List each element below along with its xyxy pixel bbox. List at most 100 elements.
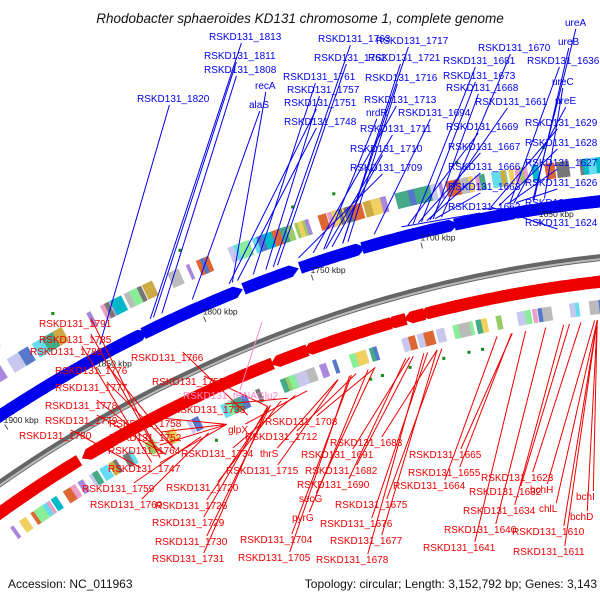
cog-stripe-outer xyxy=(544,162,557,180)
forward-leader-line xyxy=(407,132,479,226)
forward-gene-label: RSKD131_1673 xyxy=(443,71,516,82)
kbp-tick-label: 1800 kbp xyxy=(203,307,238,317)
reverse-gene-label: RSKD131_1683 xyxy=(330,438,403,449)
cog-stripe-outer xyxy=(52,326,70,346)
forward-leader-line xyxy=(331,154,383,248)
forward-leader-line xyxy=(373,118,431,235)
cog-stripe-inner xyxy=(354,349,370,367)
reverse-leader-line xyxy=(514,324,565,506)
rna-marker xyxy=(467,350,471,354)
forward-gene-label: RSKD131_1668 xyxy=(446,83,519,94)
forward-leader-line xyxy=(421,81,476,223)
forward-leader-line xyxy=(298,173,383,259)
reverse-gene-label: RSKD131_1715 xyxy=(226,466,299,477)
rna-marker xyxy=(332,192,336,196)
cog-stripe-inner xyxy=(480,318,490,333)
reverse-leader-line xyxy=(277,379,339,466)
cog-stripe-outer xyxy=(285,224,297,242)
kbp-tick-mark xyxy=(97,368,102,374)
reverse-gene-label: bchD xyxy=(570,512,593,523)
reverse-leader-line xyxy=(159,424,227,464)
reverse-leader-line xyxy=(96,414,167,455)
forward-gene-label: RSKD131_1721 xyxy=(368,53,441,64)
reverse-leader-line xyxy=(367,353,425,555)
reverse-gene-label: RSKD131_1785 xyxy=(39,335,112,346)
cog-stripe-outer xyxy=(304,218,313,236)
kbp-ticks: 1900 kbp 1850 kbp 1800 kbp 1750 kbp 1700 kbp… xyxy=(4,209,574,430)
reverse-gene-label: RSKD131_1779 xyxy=(45,416,118,427)
reverse-gene-label: RSKD131_1677 xyxy=(330,536,403,547)
reverse-leader-line xyxy=(296,373,357,432)
forward-leader-line xyxy=(237,127,317,281)
forward-leader-line xyxy=(323,118,378,250)
cog-stripe-outer xyxy=(0,364,8,383)
forward-leader-line xyxy=(231,91,267,283)
forward-gene-label: RSKD131_1811 xyxy=(204,51,276,62)
forward-gene-label: RSKD131_1663 xyxy=(448,182,521,193)
forward-gene-label: RSKD131_1636 xyxy=(527,56,600,67)
forward-gene-label: ureE xyxy=(555,96,576,107)
reverse-gene xyxy=(250,357,275,375)
cog-stripe-outer xyxy=(167,268,185,289)
cog-stripe-outer xyxy=(296,220,307,238)
reverse-gene-label: RSKD131_1791 xyxy=(39,319,112,330)
forward-gene-label: RSKD131_1711 xyxy=(360,124,432,135)
cog-stripe-outer xyxy=(279,226,291,244)
forward-gene-label: RSKD131_1628 xyxy=(525,138,598,149)
forward-gene xyxy=(219,286,243,304)
cog-stripe-outer xyxy=(41,331,62,353)
reverse-gene-label: RSKD131_1753 xyxy=(152,377,225,388)
reverse-gene-label: RSKD131_1720 xyxy=(166,483,239,494)
forward-leader-line xyxy=(533,47,570,200)
cog-stripe-outer xyxy=(467,176,476,193)
rna-marker xyxy=(291,205,295,209)
kbp-tick-label: 1750 kbp xyxy=(311,265,346,275)
forward-gene-label: RSKD131_1694 xyxy=(398,108,471,119)
cog-stripe-outer xyxy=(508,168,516,186)
reverse-gene-label: glpX xyxy=(228,425,248,436)
reverse-gene-label: RSKD131_1780 xyxy=(19,431,92,442)
reverse-gene-label: chlL xyxy=(539,504,558,515)
forward-gene-label: RSKD131_1627 xyxy=(525,158,598,169)
reverse-gene-label: RSKD131_1712 xyxy=(245,432,318,443)
reverse-leader-line xyxy=(352,357,410,450)
cog-stripe-inner xyxy=(468,321,476,336)
cog-stripe-inner xyxy=(372,346,381,361)
reverse-leader-line xyxy=(564,320,598,547)
reverse-leader-line xyxy=(381,349,438,438)
reverse-leader-line xyxy=(592,320,598,492)
reverse-leader-line xyxy=(291,374,352,535)
cog-stripe-outer xyxy=(394,190,412,210)
rna-marker xyxy=(442,356,446,360)
reverse-gene-label: RSKD131_1758 xyxy=(109,419,182,430)
reverse-leader-line xyxy=(356,355,414,466)
forward-leader-line xyxy=(490,206,558,230)
cog-stripe-inner xyxy=(50,495,64,512)
reverse-gene-label: RSKD131_1655 xyxy=(408,468,481,479)
reverse-gene-label: secG xyxy=(299,494,323,505)
cog-stripe-inner xyxy=(588,299,600,316)
forward-gene-label: RSKD131_1763 xyxy=(318,34,391,45)
cog-stripe-outer xyxy=(128,286,147,307)
cog-stripe-inner xyxy=(18,516,34,533)
reverse-gene-label: RSKD131_1623 xyxy=(481,473,554,484)
reverse-leader-line xyxy=(133,436,202,484)
reverse-gene-label: RSKD131_1708 xyxy=(265,417,338,428)
cog-stripe-inner xyxy=(541,306,554,322)
reverse-gene-label: RSKD131_1752 xyxy=(109,433,182,444)
reverse-gene-label: RSKD131_1759 xyxy=(82,484,155,495)
reverse-gene-label: bchI xyxy=(576,492,595,503)
forward-leader-line xyxy=(429,107,508,221)
reverse-leader-line xyxy=(232,395,296,449)
reverse-leader-line xyxy=(106,364,176,450)
forward-gene-label: RSKD131_1820 xyxy=(137,94,210,105)
rna-marker xyxy=(380,374,384,377)
forward-leader-line xyxy=(490,128,558,208)
forward-gene-label: RSKD131_1629 xyxy=(525,118,598,129)
reverse-gene-label: RSKD131_1760 xyxy=(90,500,163,511)
kbp-tick-label: 1650 kbp xyxy=(539,209,574,219)
forward-leader-line xyxy=(272,44,351,267)
cog-stripe-outer xyxy=(555,160,571,179)
reverse-gene-label: RSKD131_1766 xyxy=(131,353,204,364)
